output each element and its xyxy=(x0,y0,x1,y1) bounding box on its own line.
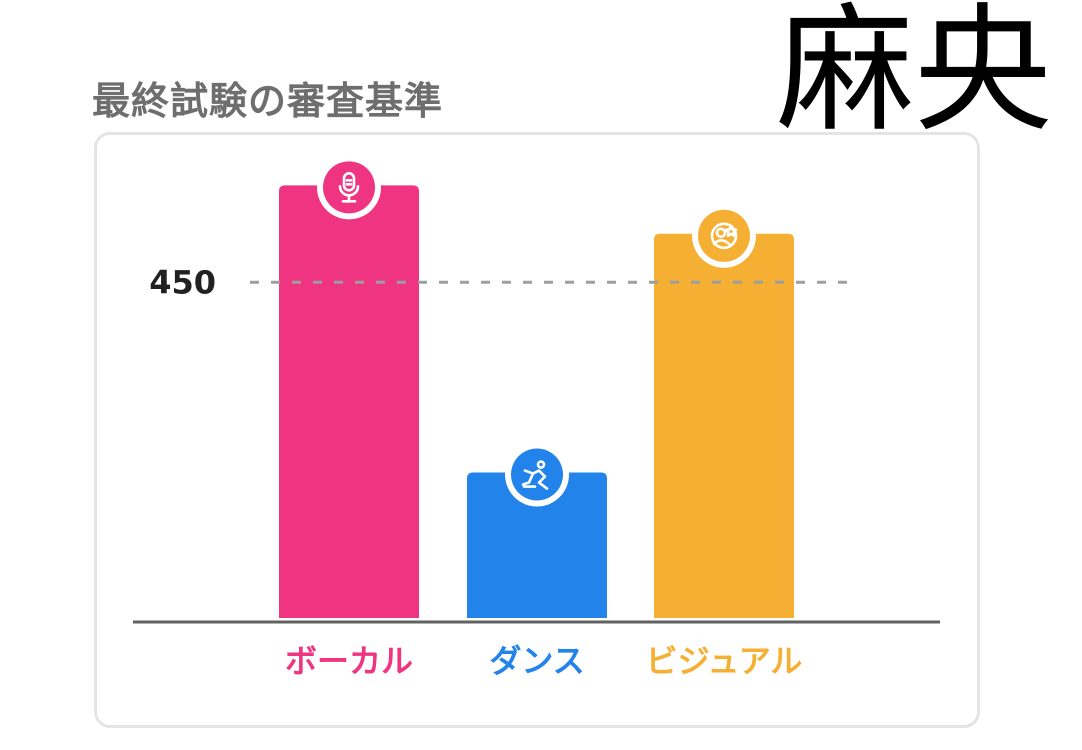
category-label: ダンス xyxy=(489,642,584,680)
category-label: ビジュアル xyxy=(646,642,803,680)
category-label: ボーカル xyxy=(285,642,413,680)
microphone-icon xyxy=(317,155,381,219)
star-face-icon xyxy=(692,204,756,268)
bar-1 xyxy=(279,185,419,618)
bar-3 xyxy=(654,234,794,618)
reference-line-label: 450 xyxy=(149,263,216,301)
handwritten-name-stamp: 麻央 xyxy=(776,2,1052,140)
dance-icon xyxy=(505,443,569,507)
